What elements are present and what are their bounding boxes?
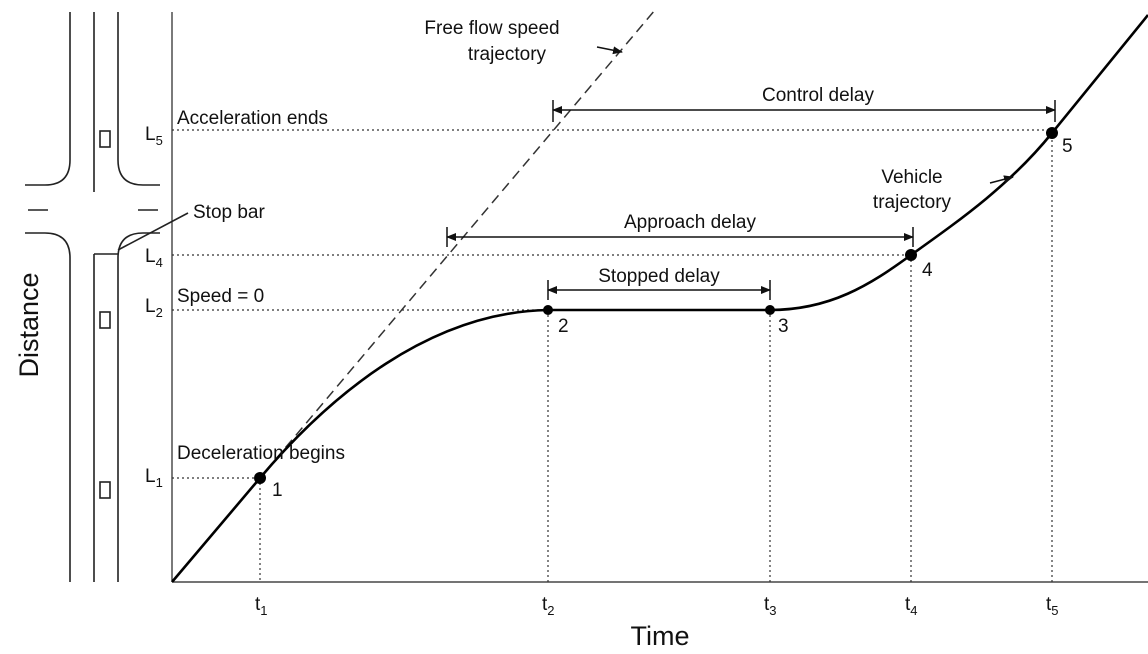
time-label: t3 xyxy=(764,594,777,618)
event-point xyxy=(254,127,1058,484)
delay-label: Control delay xyxy=(762,85,874,106)
road-sketch xyxy=(25,12,189,582)
delay-dimension xyxy=(446,100,1056,300)
time-label: t5 xyxy=(1046,594,1059,618)
vehicle-trajectory-label: trajectory xyxy=(873,192,952,213)
road-sketch-part xyxy=(99,481,111,499)
delay-label: Approach delay xyxy=(624,212,757,233)
point-label: 1 xyxy=(272,480,283,501)
distance-label: L1 xyxy=(145,466,163,490)
pointer-arrow xyxy=(596,46,623,55)
road-sketch-part xyxy=(117,12,160,186)
x-axis-label: Time xyxy=(631,621,690,651)
event-point-part xyxy=(543,305,553,315)
time-label: t2 xyxy=(542,594,555,618)
event-point-part xyxy=(1046,127,1058,139)
road-sketch-part xyxy=(99,130,111,148)
distance-label: L4 xyxy=(145,246,163,270)
point-label: 4 xyxy=(922,260,933,281)
event-point-part xyxy=(254,472,266,484)
road-sketch-part xyxy=(25,12,71,186)
free-flow-line xyxy=(171,9,656,583)
point-label: 5 xyxy=(1062,136,1073,157)
event-label: Deceleration begins xyxy=(177,443,345,464)
road-sketch-part xyxy=(25,232,71,582)
road-sketch-part xyxy=(117,232,160,582)
event-label: Speed = 0 xyxy=(177,286,264,307)
point-label: 3 xyxy=(778,316,789,337)
free-flow-label: Free flow speed xyxy=(424,18,559,39)
vehicle-trajectory-label: Vehicle xyxy=(881,167,942,188)
road-sketch-part xyxy=(117,212,189,251)
time-label: t1 xyxy=(255,594,268,618)
point-label: 2 xyxy=(558,316,569,337)
pointer-arrow xyxy=(989,175,1014,184)
stop-bar-label: Stop bar xyxy=(193,202,265,223)
axes xyxy=(171,12,1148,583)
vehicle-trajectory xyxy=(171,14,1148,583)
event-point-part xyxy=(765,305,775,315)
reference-line xyxy=(172,129,1053,582)
delay-label: Stopped delay xyxy=(598,266,720,287)
event-point-part xyxy=(905,249,917,261)
y-axis-label: Distance xyxy=(14,272,44,377)
road-sketch-part xyxy=(99,311,111,329)
time-label: t4 xyxy=(905,594,918,618)
event-label: Acceleration ends xyxy=(177,108,328,129)
free-flow-label: trajectory xyxy=(468,44,547,65)
distance-label: L2 xyxy=(145,296,163,320)
distance-label: L5 xyxy=(145,124,163,148)
